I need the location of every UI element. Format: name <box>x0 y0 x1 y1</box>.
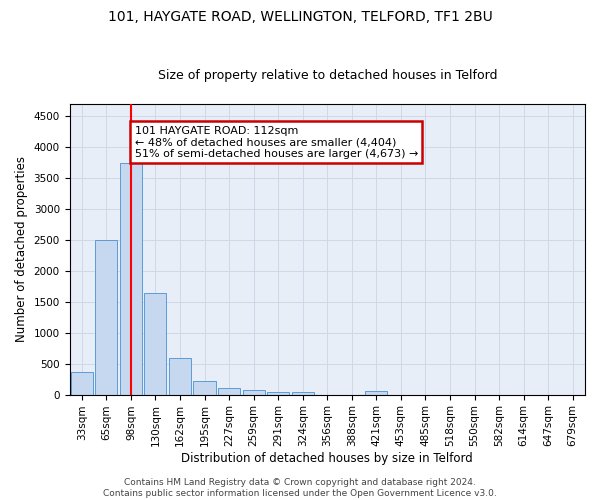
X-axis label: Distribution of detached houses by size in Telford: Distribution of detached houses by size … <box>181 452 473 465</box>
Y-axis label: Number of detached properties: Number of detached properties <box>15 156 28 342</box>
Bar <box>193 380 215 394</box>
Text: 101, HAYGATE ROAD, WELLINGTON, TELFORD, TF1 2BU: 101, HAYGATE ROAD, WELLINGTON, TELFORD, … <box>107 10 493 24</box>
Bar <box>242 390 265 394</box>
Title: Size of property relative to detached houses in Telford: Size of property relative to detached ho… <box>158 69 497 82</box>
Bar <box>145 293 166 394</box>
Bar <box>218 388 240 394</box>
Bar <box>365 391 388 394</box>
Bar <box>120 162 142 394</box>
Bar <box>267 392 289 394</box>
Bar <box>169 358 191 395</box>
Bar <box>292 392 314 394</box>
Text: 101 HAYGATE ROAD: 112sqm
← 48% of detached houses are smaller (4,404)
51% of sem: 101 HAYGATE ROAD: 112sqm ← 48% of detach… <box>134 126 418 159</box>
Bar <box>71 372 93 394</box>
Bar <box>95 240 118 394</box>
Text: Contains HM Land Registry data © Crown copyright and database right 2024.
Contai: Contains HM Land Registry data © Crown c… <box>103 478 497 498</box>
